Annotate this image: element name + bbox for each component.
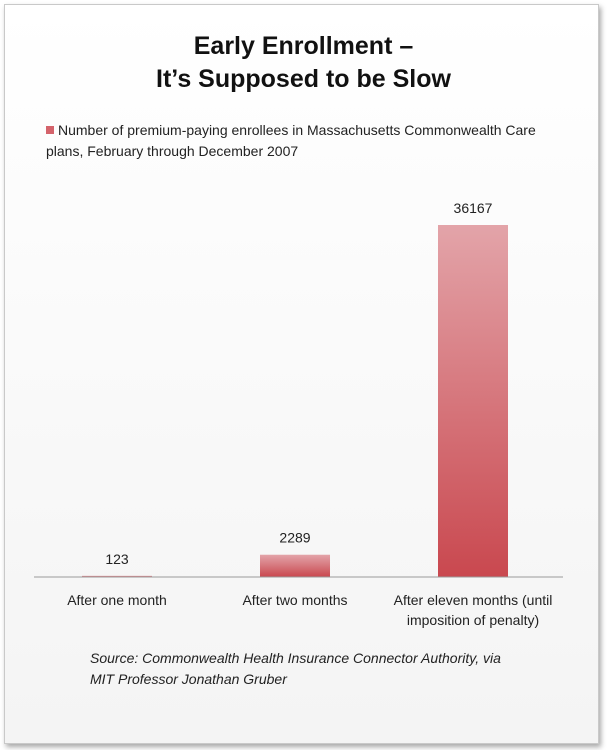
source-note: Source: Commonwealth Health Insurance Co… [90,648,560,690]
bars-group [82,225,508,577]
data-label-1: 123 [105,551,129,567]
bar-3 [438,225,508,577]
data-label-2: 2289 [279,530,310,546]
source-line-2: MIT Professor Jonathan Gruber [90,671,287,687]
chart-legend: Number of premium-paying enrollees in Ma… [46,120,566,162]
category-label-3-line-2: imposition of penalty) [407,612,539,628]
data-label-3: 36167 [454,200,493,216]
bar-2 [260,554,330,577]
labels-group: 123 After one month 2289 After two months 36… [67,200,552,628]
chart-title-line-1: Early Enrollment – [193,32,414,60]
legend-swatch [46,126,54,134]
category-label-1: After one month [67,592,167,608]
chart-title-line-2: It’s Supposed to be Slow [156,65,451,93]
category-label-3-line-1: After eleven months (until [394,592,553,608]
bar-1 [82,575,152,577]
source-line-1: Source: Commonwealth Health Insurance Co… [90,650,501,666]
legend-label: Number of premium-paying enrollees in Ma… [46,122,536,159]
category-label-2: After two months [242,592,347,608]
chart-title: Early Enrollment – It’s Supposed to be S… [0,30,607,96]
